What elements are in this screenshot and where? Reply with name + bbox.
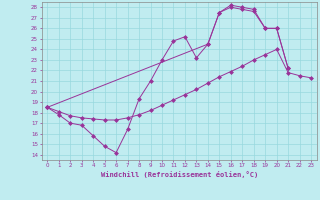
X-axis label: Windchill (Refroidissement éolien,°C): Windchill (Refroidissement éolien,°C) bbox=[100, 171, 258, 178]
